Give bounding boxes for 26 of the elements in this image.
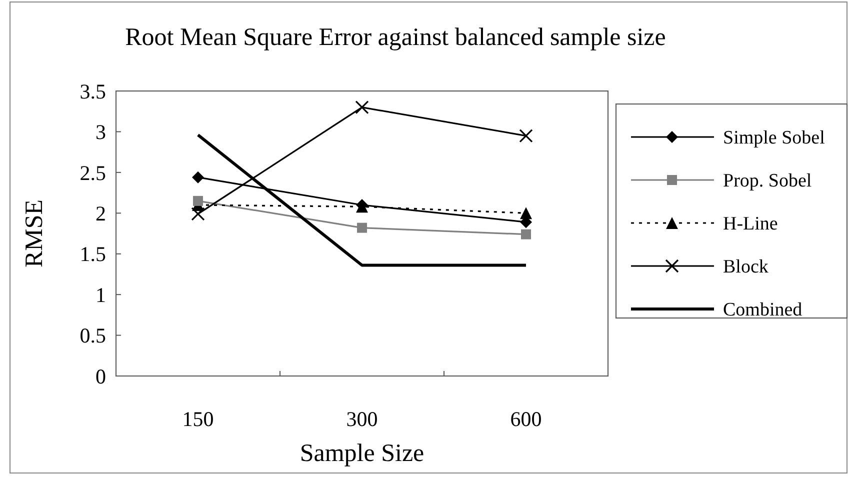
chart-title: Root Mean Square Error against balanced sample size bbox=[125, 24, 666, 51]
x-tick-label: 150 bbox=[182, 407, 214, 431]
x-tick-label: 600 bbox=[510, 407, 542, 431]
point bbox=[519, 128, 533, 143]
y-tick-label: 1 bbox=[96, 282, 106, 307]
point bbox=[191, 207, 205, 221]
x-axis-title: Sample Size bbox=[300, 440, 424, 467]
legend-label: Simple Sobel bbox=[723, 128, 825, 149]
legend-label: H-Line bbox=[723, 214, 778, 235]
y-tick-label: 0 bbox=[96, 364, 106, 388]
y-tick-label: 2 bbox=[96, 201, 106, 226]
y-tick-label: 2.5 bbox=[80, 160, 106, 185]
point bbox=[357, 222, 367, 233]
legend-label: Prop. Sobel bbox=[723, 170, 812, 192]
y-tick-label: 3.5 bbox=[80, 79, 106, 104]
y-axis-title: RMSE bbox=[21, 199, 48, 268]
legend-label: Block bbox=[723, 256, 769, 278]
x-tick-label: 300 bbox=[346, 407, 378, 431]
y-tick-label: 3 bbox=[96, 120, 106, 144]
y-tick-label: 0.5 bbox=[80, 324, 106, 348]
point bbox=[521, 229, 531, 240]
legend-label: Combined bbox=[723, 300, 803, 321]
point bbox=[192, 171, 204, 184]
y-tick-label: 1.5 bbox=[80, 242, 106, 266]
point bbox=[355, 100, 369, 114]
point bbox=[193, 196, 203, 206]
